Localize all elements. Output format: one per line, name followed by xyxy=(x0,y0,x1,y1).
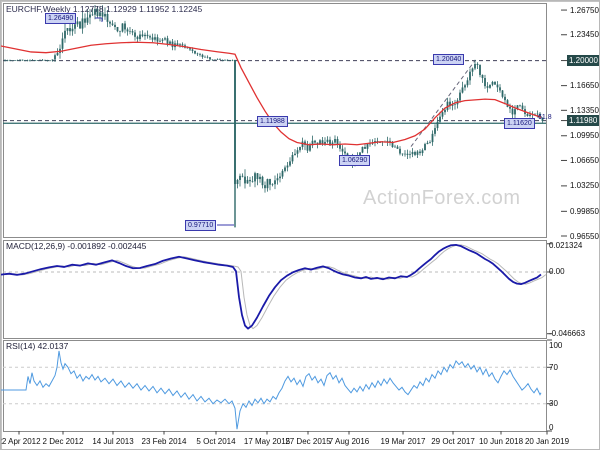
price-axis-label: 1.16650 xyxy=(570,81,599,91)
price-axis-label: 1.03250 xyxy=(570,181,599,191)
price-header: EURCHF,Weekly 1.12778 1.12929 1.11952 1.… xyxy=(6,4,203,14)
ma-line xyxy=(1,41,542,146)
watermark: ActionForex.com xyxy=(363,187,521,209)
date-axis-label: 27 Dec 2015 xyxy=(285,437,331,446)
date-axis-label: 10 Jun 2018 xyxy=(478,437,524,446)
price-axis-label: 1.26750 xyxy=(570,5,599,15)
date-axis-label: 22 Apr 2012 xyxy=(0,437,41,446)
rsi-label: RSI(14) 42.0137 xyxy=(6,341,69,351)
price-callout: 1.06290 xyxy=(339,154,371,166)
rsi-axis-label: 0 xyxy=(549,422,554,432)
date-axis-label: 7 Aug 2016 xyxy=(328,437,370,446)
macd-axis-label: -0.046663 xyxy=(549,328,586,338)
price-callout: 1.11620 xyxy=(504,117,535,129)
rsi-axis-label: 70 xyxy=(549,362,558,372)
price-axis-label: 0.96550 xyxy=(570,231,599,241)
macd-label: MACD(12,26,9) -0.001892 -0.002445 xyxy=(6,241,147,251)
price-callout: 0.97710 xyxy=(185,219,217,231)
rsi-axis-label: 30 xyxy=(549,399,558,409)
price-axis-label: 1.23450 xyxy=(570,30,599,40)
price-axis-label: 1.09950 xyxy=(570,131,599,141)
date-axis-label: 19 Mar 2017 xyxy=(380,437,426,446)
date-axis-label: 29 Oct 2017 xyxy=(431,437,475,446)
candlestick-layer xyxy=(4,5,544,228)
date-axis-label: 2 Dec 2012 xyxy=(42,437,84,446)
macd-line xyxy=(1,243,542,330)
price-callout: 1.26490 xyxy=(45,12,77,24)
price-axis-label: 1.13350 xyxy=(570,105,599,115)
price-axis-label: 1.06650 xyxy=(570,155,599,165)
price-callout: 1.20040 xyxy=(433,53,465,65)
price-axis-highlight-label: 1.11980 xyxy=(567,115,599,127)
date-axis-label: 20 Jan 2019 xyxy=(524,437,570,446)
date-axis-label: 14 Jul 2013 xyxy=(92,437,134,446)
rsi-axis-label: 100 xyxy=(549,340,563,350)
rsi-line xyxy=(1,350,542,430)
date-axis-label: 23 Feb 2014 xyxy=(141,437,187,446)
price-axis-highlight-label: 1.20000 xyxy=(567,55,599,67)
price-axis-label: 0.99850 xyxy=(570,206,599,216)
fib-level-tag: 61.8 xyxy=(538,114,552,121)
date-axis-label: 5 Oct 2014 xyxy=(196,437,236,446)
price-callout: 1.11988 xyxy=(257,115,288,127)
date-axis-label: 17 May 2015 xyxy=(243,437,291,446)
macd-axis-label: 0.00 xyxy=(549,267,565,277)
macd-signal-line xyxy=(5,244,547,330)
macd-axis-label: 0.021324 xyxy=(549,240,583,250)
